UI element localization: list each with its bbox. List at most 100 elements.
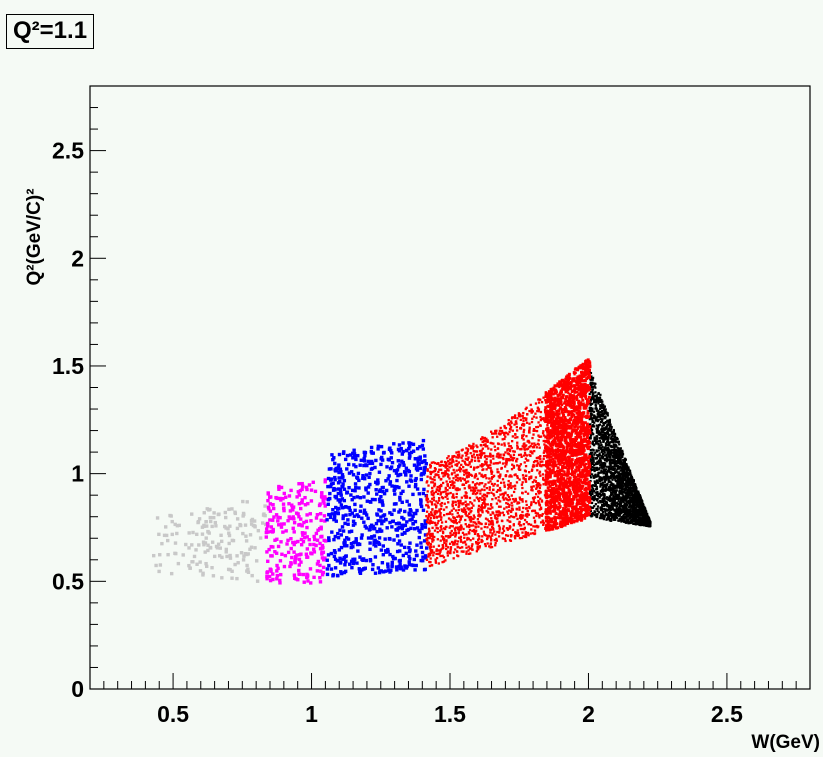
data-point xyxy=(594,391,597,394)
data-point xyxy=(558,436,561,439)
data-point xyxy=(305,575,309,580)
data-point xyxy=(466,474,469,477)
data-point xyxy=(432,551,436,554)
data-point xyxy=(333,557,338,561)
data-point xyxy=(613,509,616,512)
data-point xyxy=(533,519,537,522)
data-point xyxy=(448,551,452,555)
data-point xyxy=(432,514,435,517)
data-point xyxy=(597,449,600,452)
data-point xyxy=(419,504,424,509)
data-point xyxy=(592,489,596,493)
data-point xyxy=(489,453,492,457)
data-point xyxy=(609,508,612,512)
data-point xyxy=(507,423,510,426)
data-point xyxy=(452,477,455,480)
data-point xyxy=(456,545,459,549)
data-point xyxy=(414,457,418,461)
data-point xyxy=(346,462,351,467)
data-point xyxy=(431,489,434,492)
data-point xyxy=(601,517,604,520)
data-point xyxy=(499,453,502,456)
data-point xyxy=(277,523,281,527)
data-point xyxy=(241,531,245,536)
data-point xyxy=(488,545,491,548)
data-point xyxy=(208,515,212,520)
data-point xyxy=(382,519,386,523)
data-point xyxy=(477,538,480,541)
data-point xyxy=(439,514,442,518)
data-point xyxy=(306,579,310,583)
data-point xyxy=(615,504,618,507)
data-point xyxy=(201,540,206,544)
data-point xyxy=(604,408,607,411)
data-point xyxy=(463,473,466,476)
data-point xyxy=(431,537,434,541)
data-point xyxy=(233,511,238,516)
data-point xyxy=(532,460,536,464)
data-point xyxy=(535,487,538,490)
data-point xyxy=(536,490,540,493)
data-point xyxy=(619,499,623,502)
data-point xyxy=(480,449,483,452)
data-point xyxy=(609,517,613,521)
data-point xyxy=(584,486,587,489)
data-point xyxy=(500,429,504,433)
data-point xyxy=(607,479,610,482)
data-point xyxy=(511,504,514,507)
data-point xyxy=(507,442,510,445)
data-point xyxy=(382,491,387,496)
data-point xyxy=(604,502,607,505)
data-point xyxy=(407,562,412,567)
data-point xyxy=(298,522,302,527)
data-point xyxy=(489,507,492,510)
data-point xyxy=(447,492,450,495)
data-point xyxy=(373,465,377,470)
data-point xyxy=(279,498,283,502)
data-point xyxy=(615,436,619,440)
data-point xyxy=(265,550,269,554)
data-point xyxy=(387,474,391,478)
data-point xyxy=(272,515,276,519)
data-point xyxy=(619,479,623,482)
data-point xyxy=(489,480,492,483)
data-point xyxy=(542,483,545,486)
data-point xyxy=(510,534,513,537)
data-point xyxy=(355,476,359,480)
data-point xyxy=(516,464,519,467)
data-point xyxy=(468,547,471,550)
data-point xyxy=(228,553,232,558)
data-point xyxy=(445,544,448,548)
data-point xyxy=(630,504,633,507)
data-point xyxy=(279,572,283,577)
data-point xyxy=(278,581,282,585)
data-point xyxy=(542,396,545,399)
data-point xyxy=(626,515,630,518)
data-point xyxy=(333,461,337,466)
data-point xyxy=(625,467,629,470)
data-point xyxy=(523,417,526,420)
data-point xyxy=(584,433,588,436)
data-point xyxy=(368,559,373,563)
data-point xyxy=(212,515,216,520)
data-point xyxy=(536,495,540,499)
data-point xyxy=(472,450,475,453)
data-point xyxy=(282,508,286,513)
data-point xyxy=(282,491,286,496)
data-point xyxy=(212,511,216,515)
data-point xyxy=(274,551,279,555)
data-point xyxy=(612,487,615,490)
data-point xyxy=(256,528,261,533)
data-point xyxy=(633,489,636,493)
data-point xyxy=(426,475,429,478)
data-point xyxy=(453,541,456,544)
data-point xyxy=(522,423,526,426)
data-point xyxy=(421,438,426,443)
data-point xyxy=(403,470,407,474)
data-point xyxy=(600,446,603,450)
data-point xyxy=(489,461,493,464)
data-point xyxy=(451,486,455,489)
data-point xyxy=(497,505,501,508)
data-point xyxy=(604,508,608,511)
data-point xyxy=(226,527,230,531)
